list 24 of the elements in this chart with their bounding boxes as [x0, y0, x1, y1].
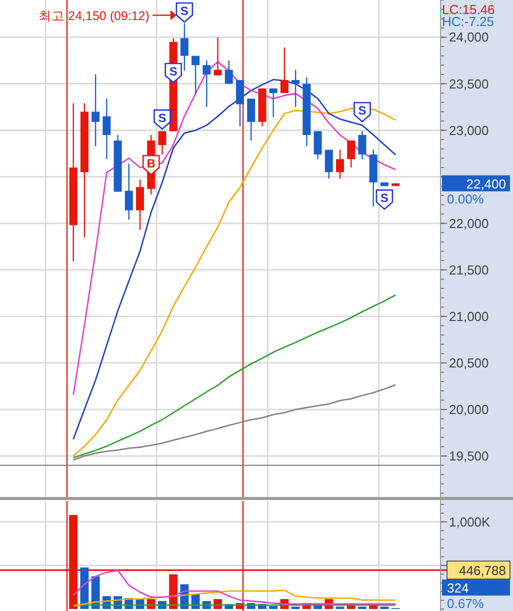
- ref-line-label: 446,788: [459, 563, 506, 578]
- data-label: B: [146, 156, 156, 171]
- data-label: S: [158, 111, 166, 126]
- y-tick-label: 21,000: [449, 308, 489, 324]
- annotation: 최고 24,150 (09:12): [38, 8, 150, 23]
- y-tick-label: 1,000K: [449, 514, 491, 530]
- data-label: S: [380, 191, 388, 206]
- data-label: S: [358, 104, 366, 118]
- y-tick-label: 23,500: [449, 76, 489, 92]
- text: HC:-7.25: [442, 14, 494, 29]
- text: 0.67%: [447, 596, 484, 611]
- data-label: S: [169, 64, 178, 79]
- y-tick-label: 22,000: [449, 216, 489, 231]
- y-tick-label: 19,500: [449, 448, 489, 464]
- y-tick-label: 20,500: [449, 355, 489, 370]
- text: 22,400: [466, 176, 506, 192]
- text: 324: [447, 580, 469, 596]
- y-tick-label: 21,500: [449, 262, 489, 278]
- text: LC:15.46: [442, 2, 495, 17]
- y-tick-label: 24,000: [449, 30, 489, 45]
- y-tick-label: 23,000: [449, 122, 489, 138]
- data-label: S: [180, 4, 188, 18]
- text: 0.00%: [447, 191, 484, 206]
- y-tick-label: 20,000: [449, 402, 489, 417]
